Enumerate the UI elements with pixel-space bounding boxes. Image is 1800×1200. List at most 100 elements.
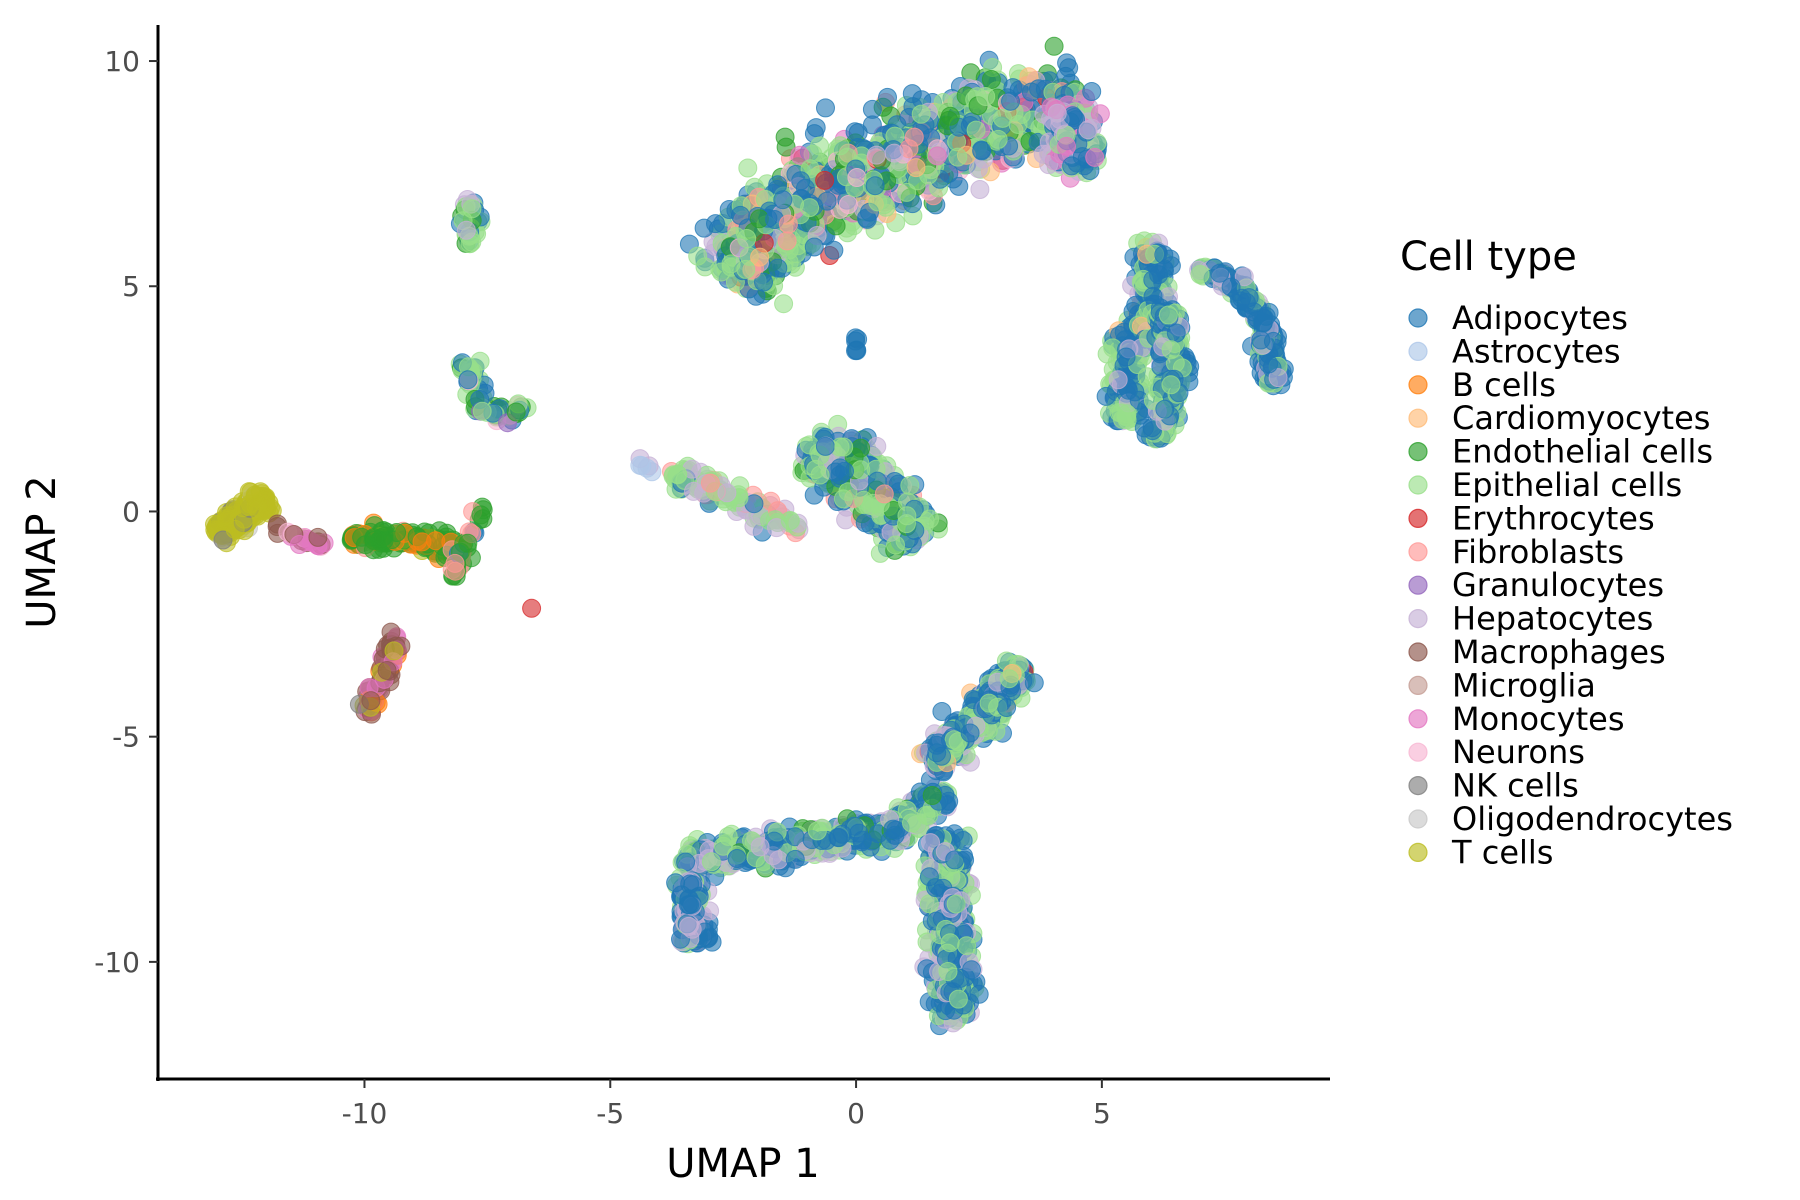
data-point <box>878 87 897 107</box>
data-point <box>847 341 867 361</box>
data-point <box>868 192 888 212</box>
data-point <box>1096 386 1116 406</box>
data-point <box>948 989 968 1009</box>
data-point <box>1001 91 1020 111</box>
data-point <box>769 850 789 870</box>
data-point <box>962 960 981 980</box>
data-point <box>922 786 942 805</box>
data-point <box>1259 354 1279 374</box>
data-point <box>736 259 756 279</box>
data-point <box>1021 82 1041 102</box>
data-point <box>810 465 830 485</box>
data-point <box>986 721 1006 741</box>
data-point <box>706 214 725 234</box>
data-point <box>700 473 720 493</box>
data-point <box>754 272 773 292</box>
data-point <box>680 895 700 915</box>
data-point <box>945 850 965 870</box>
data-point <box>1221 277 1241 297</box>
data-point <box>790 145 810 165</box>
data-point <box>1082 82 1102 101</box>
data-point <box>791 171 811 191</box>
data-point <box>862 115 882 135</box>
data-point <box>1161 375 1181 395</box>
data-point <box>948 147 968 167</box>
data-point <box>946 894 966 914</box>
data-point <box>1024 673 1044 693</box>
data-point <box>785 849 805 869</box>
data-point <box>1097 344 1117 364</box>
data-point <box>953 831 973 850</box>
data-point <box>838 195 858 214</box>
data-point <box>919 867 939 887</box>
data-point <box>773 190 793 210</box>
data-point <box>886 535 905 555</box>
data-point <box>940 933 960 953</box>
data-point <box>688 246 708 266</box>
data-point <box>940 106 960 126</box>
data-point <box>807 821 827 841</box>
data-point <box>630 455 650 475</box>
data-point <box>804 237 824 257</box>
data-point <box>810 136 830 156</box>
data-point <box>884 143 904 163</box>
data-point <box>768 258 788 278</box>
data-point <box>1108 370 1128 390</box>
data-point <box>816 98 835 118</box>
data-point <box>774 294 794 314</box>
data-point <box>679 916 699 936</box>
data-point <box>701 852 721 872</box>
data-point <box>826 462 845 482</box>
data-point <box>900 476 920 495</box>
data-point <box>867 145 886 165</box>
data-point <box>750 837 770 857</box>
data-point <box>717 483 737 503</box>
data-point <box>462 199 482 219</box>
data-point <box>1116 347 1136 367</box>
data-point <box>738 158 758 178</box>
data-point <box>874 484 894 504</box>
scatter-points <box>205 36 1294 1036</box>
data-point <box>920 509 940 529</box>
data-point <box>906 158 926 178</box>
data-point <box>458 370 478 390</box>
data-point <box>897 514 916 534</box>
data-point <box>885 825 905 845</box>
data-point <box>1256 306 1276 326</box>
data-point <box>832 824 852 844</box>
data-point <box>854 490 874 510</box>
data-point <box>666 873 686 893</box>
data-point <box>1057 136 1076 156</box>
data-point <box>824 240 844 260</box>
data-point <box>865 176 885 196</box>
data-point <box>834 437 854 457</box>
data-point <box>988 129 1008 149</box>
data-point <box>668 465 688 485</box>
data-point <box>911 104 931 124</box>
data-point <box>506 402 526 422</box>
data-point <box>845 122 865 142</box>
data-point <box>1044 36 1064 56</box>
data-point <box>815 436 835 456</box>
data-point <box>1154 245 1174 265</box>
data-point <box>897 182 917 202</box>
data-point <box>904 127 924 147</box>
data-point <box>1149 265 1169 285</box>
data-point <box>1236 292 1256 312</box>
data-point <box>1155 399 1175 419</box>
data-point <box>966 120 986 140</box>
data-point <box>806 118 826 138</box>
data-point <box>997 698 1017 717</box>
data-point <box>699 928 719 948</box>
data-point <box>1062 156 1082 176</box>
data-point <box>750 247 770 267</box>
data-point <box>970 180 990 199</box>
data-point <box>737 229 757 248</box>
data-point <box>778 214 798 234</box>
data-point <box>932 746 951 766</box>
data-point <box>960 723 980 743</box>
data-point <box>867 436 887 456</box>
data-point <box>730 205 750 225</box>
data-point <box>972 141 992 161</box>
